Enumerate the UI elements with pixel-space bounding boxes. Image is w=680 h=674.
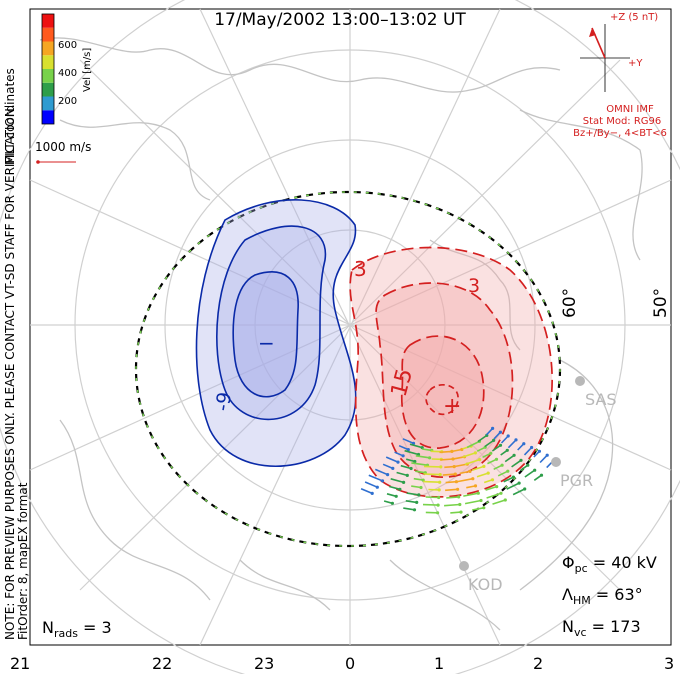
positive-potential-cell <box>349 246 553 498</box>
svg-text:1000 m/s: 1000 m/s <box>35 140 91 154</box>
vector-count: Nvc = 173 <box>562 617 641 639</box>
svg-text:Nrads = 3: Nrads = 3 <box>42 618 112 640</box>
radar-count: Nrads = 3 <box>42 618 112 640</box>
colorbar-label: Vel [m/s] <box>82 48 93 92</box>
contour-label-pos-mid: 3 <box>468 275 480 297</box>
contour-label-neg: -9 <box>211 390 236 412</box>
svg-text:SAS: SAS <box>585 390 617 409</box>
mlt-label-23: 23 <box>254 654 274 673</box>
mlt-label-1: 1 <box>434 654 444 673</box>
reference-vector: 1000 m/s <box>35 140 91 164</box>
radar-station-kod: KOD <box>459 561 503 594</box>
imf-clock-dial: +Z (5 nT) +Y OMNI IMF Stat Mod: RG96 Bz+… <box>573 12 667 139</box>
hm-boundary-highlight <box>135 191 561 547</box>
svg-text:Φpc = 40 kV: Φpc = 40 kV <box>562 553 657 575</box>
svg-text:Nvc = 173: Nvc = 173 <box>562 617 641 639</box>
imf-condition: Bz+/By−, 4<BT<6 <box>573 128 667 139</box>
mlt-label-21: 21 <box>10 654 30 673</box>
map-title: 17/May/2002 13:00–13:02 UT <box>214 10 466 30</box>
latitude-label-60: 60° <box>560 288 580 318</box>
imf-z-label: +Z (5 nT) <box>610 12 658 23</box>
mlt-label-0: 0 <box>345 654 355 673</box>
velocity-vectors <box>360 426 557 515</box>
contour-center-pos: + <box>443 394 461 419</box>
imf-y-label: +Y <box>628 58 643 69</box>
radar-station-sas: SAS <box>575 376 617 409</box>
cross-polar-potential: Φpc = 40 kV <box>562 553 657 575</box>
svg-text:KOD: KOD <box>468 575 503 594</box>
mlt-label-3: 3 <box>664 654 674 673</box>
hm-boundary-latitude: ΛHM = 63° <box>562 585 643 607</box>
negative-potential-cell <box>195 199 357 468</box>
mlt-axis: 21 22 23 0 1 2 3 <box>10 654 674 673</box>
svg-text:PGR: PGR <box>560 471 593 490</box>
svg-text:ΛHM = 63°: ΛHM = 63° <box>562 585 643 607</box>
mlt-label-22: 22 <box>152 654 172 673</box>
imf-source: OMNI IMF <box>606 104 654 115</box>
colorbar-tick-400: 400 <box>58 68 77 79</box>
mlt-coordinates-label: MLT coordinates <box>3 68 17 165</box>
imf-model: Stat Mod: RG96 <box>583 116 662 127</box>
mlt-label-2: 2 <box>533 654 543 673</box>
contour-label-pos-outer: 3 <box>354 257 367 281</box>
velocity-colorbar: 600 400 200 Vel [m/s] <box>41 13 93 125</box>
coastlines <box>39 37 643 631</box>
contour-center-neg: − <box>258 331 275 355</box>
latitude-label-50: 50° <box>651 288 671 318</box>
radar-station-pgr: PGR <box>551 457 593 490</box>
preview-note: NOTE: FOR PREVIEW PURPOSES ONLY. PLEASE … <box>3 104 17 640</box>
colorbar-tick-200: 200 <box>58 96 77 107</box>
colorbar-tick-600: 600 <box>58 40 77 51</box>
fit-order-note: FitOrder: 8, mapEX format <box>16 482 30 640</box>
